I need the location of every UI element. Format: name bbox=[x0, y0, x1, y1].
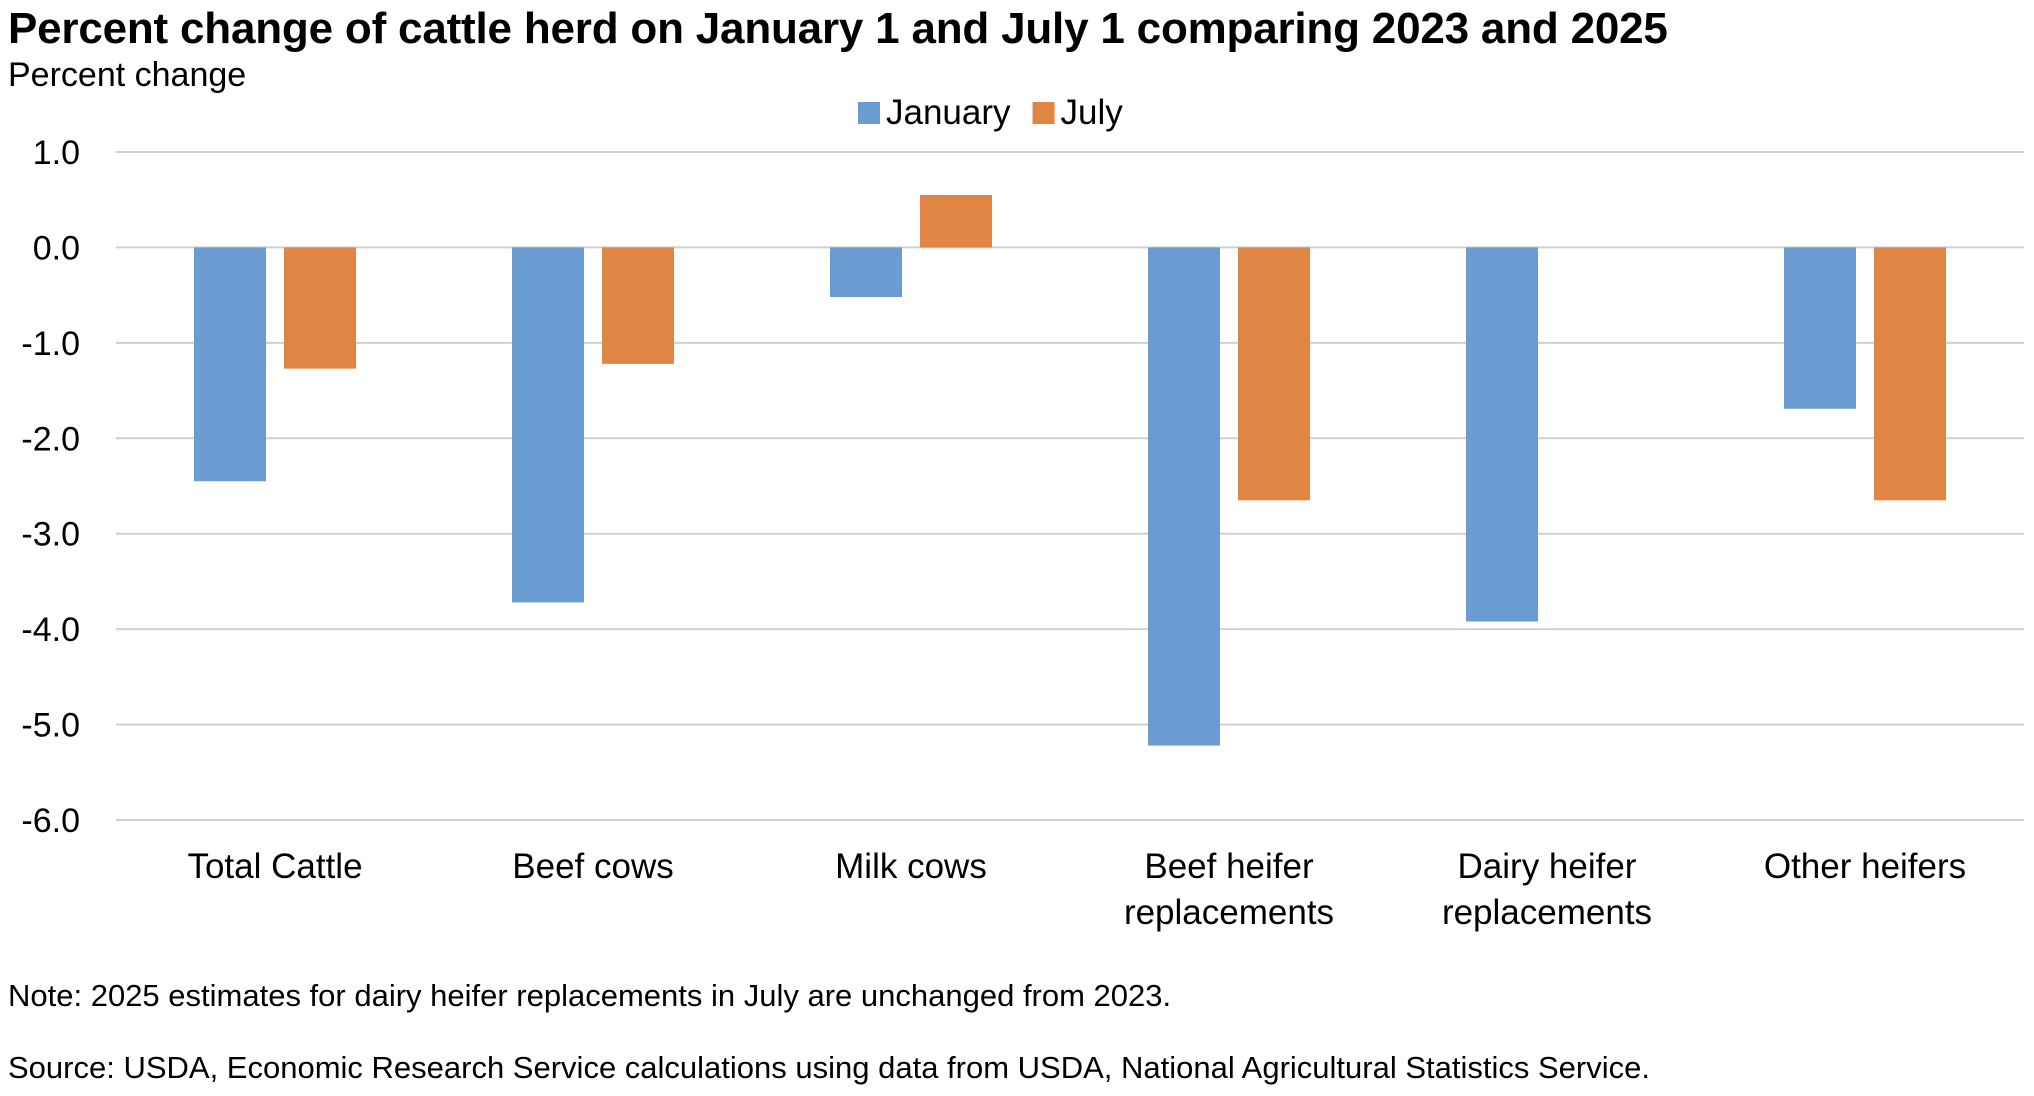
y-tick-label: -2.0 bbox=[21, 420, 80, 458]
legend: January July bbox=[858, 93, 1123, 132]
x-tick-label: Beef cows bbox=[512, 847, 673, 886]
legend-label-january: January bbox=[886, 93, 1011, 132]
bar-july-1 bbox=[602, 247, 674, 364]
bar-chart: January July 1.0 0.0 -1.0 -2.0 -3.0 -4.0 -5.0 -6… bbox=[21, 93, 2024, 932]
bar-july-3 bbox=[1238, 247, 1310, 501]
y-tick-label: -5.0 bbox=[21, 707, 80, 745]
x-tick-label: Total Cattle bbox=[187, 847, 362, 886]
gridlines bbox=[116, 151, 2024, 821]
bar-january-2 bbox=[830, 247, 902, 298]
y-tick-label: -6.0 bbox=[21, 802, 80, 840]
y-axis-ticks: 1.0 0.0 -1.0 -2.0 -3.0 -4.0 -5.0 -6.0 bbox=[21, 134, 80, 840]
bar-january-5 bbox=[1784, 247, 1856, 409]
x-tick-label: Milk cows bbox=[835, 847, 987, 886]
bars bbox=[194, 194, 1946, 746]
bar-january-3 bbox=[1148, 247, 1220, 746]
bar-july-0 bbox=[284, 247, 356, 369]
y-tick-label: 1.0 bbox=[33, 134, 80, 172]
bar-july-2 bbox=[920, 194, 992, 248]
y-tick-label: -4.0 bbox=[21, 611, 80, 649]
y-tick-label: -1.0 bbox=[21, 325, 80, 363]
y-tick-label: 0.0 bbox=[33, 229, 80, 267]
y-tick-label: -3.0 bbox=[21, 516, 80, 554]
x-tick-label: Dairy heifer bbox=[1458, 847, 1637, 886]
chart-source: Source: USDA, Economic Research Service … bbox=[8, 1050, 1650, 1085]
bar-july-5 bbox=[1874, 247, 1946, 501]
chart-title: Percent change of cattle herd on January… bbox=[8, 4, 1668, 53]
x-tick-label: replacements bbox=[1442, 893, 1652, 932]
chart-note: Note: 2025 estimates for dairy heifer re… bbox=[8, 978, 1172, 1013]
legend-swatch-january bbox=[858, 102, 880, 124]
x-axis-labels: Total Cattle Beef cows Milk cows Beef heife… bbox=[187, 847, 1966, 932]
x-tick-label: replacements bbox=[1124, 893, 1334, 932]
x-tick-label: Other heifers bbox=[1764, 847, 1966, 886]
x-tick-label: Beef heifer bbox=[1144, 847, 1314, 886]
legend-swatch-july bbox=[1032, 102, 1055, 124]
legend-label-july: July bbox=[1061, 93, 1124, 132]
y-axis-label: Percent change bbox=[8, 56, 247, 94]
bar-january-1 bbox=[512, 247, 584, 603]
bar-january-0 bbox=[194, 247, 266, 482]
bar-january-4 bbox=[1466, 247, 1538, 622]
